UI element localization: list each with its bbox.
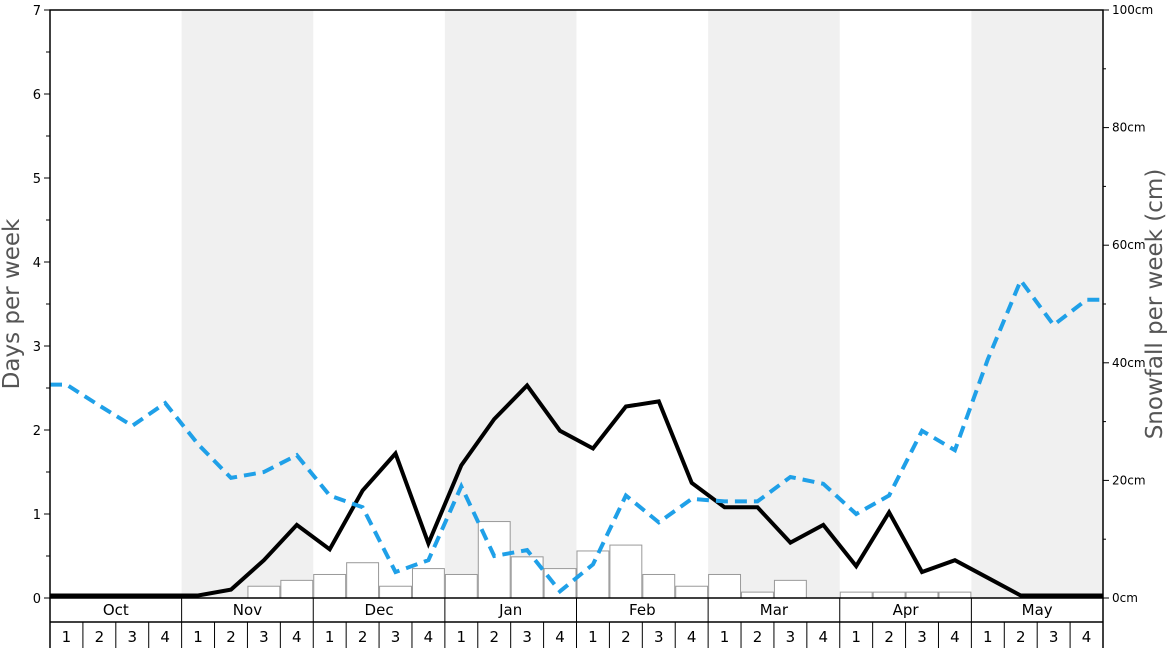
week-label: 4 <box>687 628 697 646</box>
left-axis-title: Days per week <box>0 218 25 389</box>
snowfall-bar <box>280 579 314 599</box>
week-label: 3 <box>391 628 401 646</box>
snowfall-bar <box>444 573 478 599</box>
week-label: 4 <box>424 628 434 646</box>
week-label: 2 <box>1016 628 1026 646</box>
black-solid-series-line <box>50 382 1103 598</box>
left-tick-label: 4 <box>33 256 41 271</box>
week-label: 3 <box>654 628 664 646</box>
month-shading-bands <box>181 10 1103 598</box>
snowfall-bars <box>247 521 972 599</box>
snowfall-bar <box>905 591 939 599</box>
left-tick-label: 1 <box>33 508 41 523</box>
snowfall-bar <box>938 591 972 599</box>
right-axis-ticks: 0cm 20cm 40cm 60cm 80cm 100cm <box>1103 3 1153 605</box>
left-tick-label: 3 <box>33 340 41 355</box>
week-label: 2 <box>884 628 894 646</box>
left-tick-label: 0 <box>33 592 41 607</box>
week-label: 3 <box>522 628 532 646</box>
right-tick-label: 80cm <box>1112 121 1146 135</box>
x-axis-month-week-table: Oct 1 2 3 4 Nov 1 2 3 4 Dec 1 2 3 4 Jan 1 2 3 4 Feb 1 2 3 4 Mar 1 2… <box>49 598 1104 648</box>
week-label: 4 <box>950 628 960 646</box>
week-label: 2 <box>621 628 631 646</box>
snowfall-bar <box>839 591 873 599</box>
left-tick-label: 7 <box>33 4 41 19</box>
week-label: 4 <box>1082 628 1092 646</box>
week-label: 4 <box>160 628 170 646</box>
week-label: 4 <box>555 628 565 646</box>
week-label: 3 <box>786 628 796 646</box>
snowfall-bar <box>346 562 380 599</box>
right-tick-label: 40cm <box>1112 356 1146 370</box>
week-label: 2 <box>489 628 499 646</box>
month-label-dec: Dec <box>365 601 394 619</box>
right-tick-label: 20cm <box>1112 473 1146 487</box>
snowfall-bar <box>773 579 807 599</box>
snowfall-bar <box>609 544 643 599</box>
week-label: 2 <box>753 628 763 646</box>
week-label: 1 <box>325 628 335 646</box>
week-label: 2 <box>226 628 236 646</box>
blue-dashed-series-line <box>50 276 1103 595</box>
snowfall-bar <box>642 573 676 599</box>
snowfall-bar <box>379 585 412 599</box>
week-label: 1 <box>983 628 993 646</box>
week-label: 2 <box>358 628 368 646</box>
week-label: 4 <box>819 628 829 646</box>
week-label: 1 <box>193 628 203 646</box>
right-tick-label: 60cm <box>1112 238 1146 252</box>
month-band-jan <box>444 10 577 598</box>
snowfall-bar <box>675 585 709 599</box>
snowfall-bar <box>247 585 281 599</box>
week-label: 1 <box>720 628 730 646</box>
right-tick-label: 0cm <box>1112 591 1138 605</box>
right-axis-title: Snowfall per week (cm) <box>1142 169 1168 440</box>
left-tick-label: 6 <box>33 88 41 103</box>
week-label: 1 <box>62 628 72 646</box>
data-lines <box>50 276 1103 598</box>
week-label: 3 <box>259 628 269 646</box>
week-label: 1 <box>457 628 467 646</box>
month-band-mar <box>708 10 840 598</box>
snowfall-bar <box>872 591 906 599</box>
snowfall-bar <box>708 573 742 599</box>
week-label: 4 <box>292 628 302 646</box>
left-tick-label: 2 <box>33 424 41 439</box>
week-label: 3 <box>1049 628 1059 646</box>
month-label-feb: Feb <box>629 601 656 619</box>
week-label: 1 <box>851 628 861 646</box>
snowfall-bar <box>411 568 445 599</box>
month-label-may: May <box>1022 601 1053 619</box>
snowfall-bar <box>741 591 774 599</box>
week-label: 3 <box>917 628 927 646</box>
month-label-oct: Oct <box>103 601 129 619</box>
month-label-apr: Apr <box>893 601 920 619</box>
month-band-nov <box>181 10 314 598</box>
month-label-jan: Jan <box>498 601 522 619</box>
week-label: 2 <box>95 628 105 646</box>
week-label: 3 <box>127 628 137 646</box>
right-tick-label: 100cm <box>1112 3 1153 17</box>
left-tick-label: 5 <box>33 172 41 187</box>
month-label-nov: Nov <box>233 601 262 619</box>
week-label: 1 <box>588 628 598 646</box>
month-label-mar: Mar <box>760 601 789 619</box>
left-axis-ticks: 0 1 2 3 4 5 6 7 <box>33 4 50 607</box>
snowfall-bar <box>313 573 347 599</box>
